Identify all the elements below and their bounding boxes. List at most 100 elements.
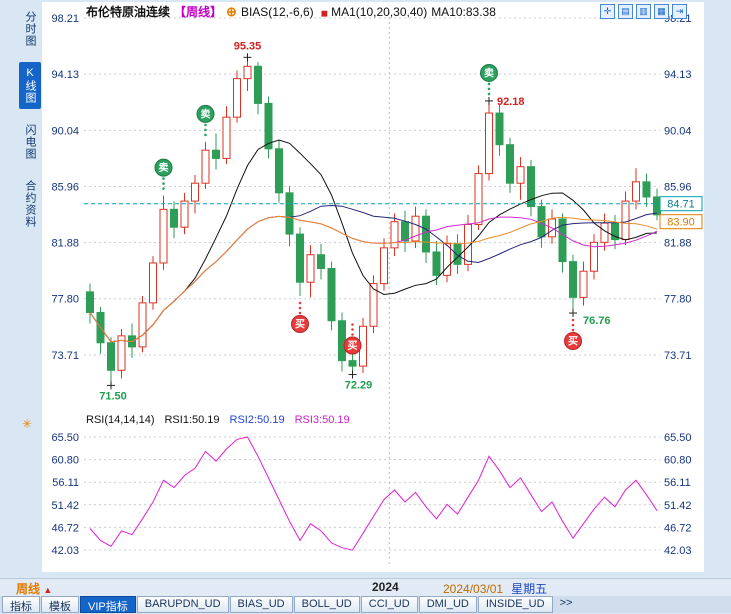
rsi-tick-right: 56.11 xyxy=(664,477,691,489)
candle xyxy=(201,149,210,184)
candle xyxy=(621,200,630,241)
candle xyxy=(285,192,294,235)
candle xyxy=(443,243,451,276)
candle xyxy=(233,78,241,118)
candle xyxy=(590,241,598,272)
rsi-params-label: RSI(14,14,14) xyxy=(86,414,155,426)
ma-lines-layer xyxy=(89,139,658,343)
weekday-label: 星期五 xyxy=(511,582,548,596)
expand-right-icon[interactable]: ⇥ xyxy=(672,4,687,19)
sell-signal-marker[interactable]: 卖 xyxy=(154,158,173,177)
price-tick-right: 90.04 xyxy=(664,125,692,137)
tab-VIP指标[interactable]: VIP指标 xyxy=(80,596,136,613)
price-tick-left: 94.13 xyxy=(51,69,79,81)
candle xyxy=(579,270,588,298)
last-price-box xyxy=(659,214,703,230)
period-up-arrow-icon: ▲ xyxy=(43,585,53,595)
tab-BIAS_UD[interactable]: BIAS_UD xyxy=(229,596,293,613)
cursor-date: 2024/03/01 星期五 xyxy=(443,580,547,597)
rsi1-value: RSI1:50.19 xyxy=(164,414,220,426)
buy-signal-marker[interactable]: 买 xyxy=(564,332,582,351)
price-tick-right: 85.96 xyxy=(664,182,692,194)
candle xyxy=(222,116,231,159)
sell-signal-marker[interactable]: 卖 xyxy=(196,104,215,123)
signal-dot xyxy=(487,87,491,91)
price-tick-right: 77.80 xyxy=(664,294,692,306)
candle xyxy=(170,208,178,228)
candle xyxy=(327,267,336,322)
circle-plus-icon[interactable]: ⊕ xyxy=(226,4,237,19)
indicator-settings-icon[interactable]: ✳ xyxy=(22,417,33,431)
signal-circle xyxy=(196,104,215,123)
candle xyxy=(191,182,199,202)
candle xyxy=(159,208,168,264)
tab-模板[interactable]: 模板 xyxy=(41,596,79,613)
price-tick-right: 94.13 xyxy=(664,69,692,81)
candle xyxy=(485,112,493,175)
tab-CCI_UD[interactable]: CCI_UD xyxy=(360,596,418,613)
candle xyxy=(653,196,661,216)
price-tick-left: 98.21 xyxy=(51,13,79,25)
signal-dot xyxy=(298,311,302,315)
price-annotation: 92.18 xyxy=(497,96,525,108)
chart-header: 布伦特原油连续 【周线】 ⊕ BIAS(12,-6,6) ◼ MA1(10,20,30,4… xyxy=(86,3,500,20)
split-grid-icon[interactable]: ▦ xyxy=(654,4,669,19)
period-selector[interactable]: 周线 ▲ xyxy=(16,580,52,597)
candle xyxy=(243,65,252,80)
price-annotation: 76.76 xyxy=(583,315,611,327)
candle xyxy=(411,215,420,242)
candle xyxy=(180,200,189,228)
grid-layout-icon[interactable]: ▤ xyxy=(618,4,633,19)
candle xyxy=(369,283,378,327)
split-vertical-icon[interactable]: ▥ xyxy=(636,4,651,19)
tab-more-button[interactable]: >> xyxy=(559,597,573,609)
signal-dot xyxy=(298,301,302,305)
candle xyxy=(338,320,346,362)
candle xyxy=(600,222,609,243)
tab-INSIDE_UD[interactable]: INSIDE_UD xyxy=(477,596,553,613)
add-pane-icon[interactable]: ✛ xyxy=(600,4,615,19)
rsi-tick-left: 51.42 xyxy=(51,500,79,512)
sell-signal-marker[interactable]: 卖 xyxy=(480,63,498,82)
rsi2-value: RSI2:50.19 xyxy=(229,414,285,426)
signal-dot xyxy=(162,182,165,185)
signal-dot xyxy=(351,333,354,336)
rsi-pane-header: RSI(14,14,14) RSI1:50.19 RSI2:50.19 RSI3:50… xyxy=(86,414,360,426)
tab-BARUPDN_UD[interactable]: BARUPDN_UD xyxy=(136,596,229,613)
sidebar-tab-0[interactable]: 分时图 xyxy=(24,11,36,47)
tab-DMI_UD[interactable]: DMI_UD xyxy=(418,596,477,613)
rsi-tick-left: 56.11 xyxy=(52,477,79,489)
candle xyxy=(642,181,651,198)
signal-dot xyxy=(487,92,491,96)
candle xyxy=(474,173,483,225)
signal-label: 卖 xyxy=(201,107,211,120)
signal-dot xyxy=(162,187,165,190)
sidebar-tab-2[interactable]: 闪电图 xyxy=(24,124,36,160)
ma10-value-label: MA10:83.38 xyxy=(431,5,496,19)
sidebar-tab-1[interactable]: K线图 xyxy=(19,62,41,109)
period-tag[interactable]: 【周线】 xyxy=(174,5,223,19)
candle xyxy=(275,148,283,194)
tab-指标[interactable]: 指标 xyxy=(2,596,40,613)
candle xyxy=(254,65,262,104)
candle xyxy=(212,149,220,159)
sidebar-tab-3[interactable]: 合约资料 xyxy=(24,180,36,228)
candle xyxy=(264,102,273,150)
ref-price-box xyxy=(659,196,703,212)
price-tick-left: 90.04 xyxy=(51,125,79,137)
signal-label: 卖 xyxy=(484,66,494,79)
candle xyxy=(632,181,640,202)
signal-dot xyxy=(571,323,575,327)
window-layout-icons: ✛ ▤ ▥ ▦ ⇥ xyxy=(600,4,687,19)
price-annotation: 95.35 xyxy=(234,40,262,52)
signal-label: 买 xyxy=(295,318,305,330)
price-tick-left: 77.80 xyxy=(51,294,79,306)
buy-signal-marker[interactable]: 买 xyxy=(291,314,309,333)
buy-signal-marker[interactable]: 买 xyxy=(343,336,362,355)
last-price-value: 83.90 xyxy=(667,217,695,229)
indicator-tab-bar: 指标 模板 VIP指标 BARUPDN_UD BIAS_UD BOLL_UD CCI_UD D… xyxy=(0,596,731,613)
tab-BOLL_UD[interactable]: BOLL_UD xyxy=(293,596,360,613)
signal-label: 卖 xyxy=(159,161,169,174)
